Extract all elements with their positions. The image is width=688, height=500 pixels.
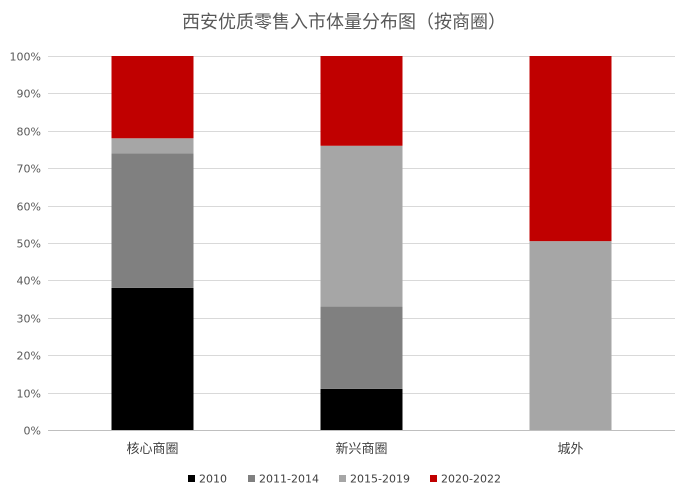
legend-swatch [339,475,346,482]
bar-segment [320,145,403,307]
y-tick-label: 100% [10,51,41,64]
x-category-label: 城外 [557,442,583,457]
x-category-label: 新兴商圈 [335,441,387,457]
bar-segment [111,56,194,139]
legend-label: 2015-2019 [350,473,410,486]
y-tick-label: 90% [17,88,41,101]
y-tick-label: 0% [24,425,41,438]
x-category-label: 核心商圈 [126,442,178,457]
bar-segment [111,153,194,288]
y-tick-label: 60% [17,201,41,214]
legend-swatch [188,475,195,482]
legend: 2010 2011-2014 2015-2019 2020-2022 [188,473,501,486]
y-tick-label: 10% [17,388,41,401]
y-tick-label: 20% [17,350,41,363]
legend-swatch [430,475,437,482]
bar-segment [320,388,403,430]
legend-swatch [248,475,255,482]
x-axis: 核心商圈 新兴商圈 城外 [126,441,583,457]
y-tick-label: 40% [17,275,41,288]
bar-segment [529,241,612,430]
bar-segment [111,138,194,154]
y-tick-label: 80% [17,126,41,139]
y-tick-label: 50% [17,238,41,251]
bar-segment [320,56,403,146]
bars [111,56,612,430]
bar-segment [529,56,612,242]
bar-segment [111,287,194,430]
y-tick-label: 70% [17,163,41,176]
legend-label: 2010 [199,473,227,486]
y-tick-label: 30% [17,313,41,326]
legend-label: 2011-2014 [259,473,319,486]
legend-label: 2020-2022 [441,473,501,486]
chart-title: 西安优质零售入市体量分布图（按商圈） [182,12,506,33]
bar-segment [320,306,403,389]
y-axis: 0% 10% 20% 30% 40% 50% 60% 70% 80% 90% 100% [10,51,41,438]
